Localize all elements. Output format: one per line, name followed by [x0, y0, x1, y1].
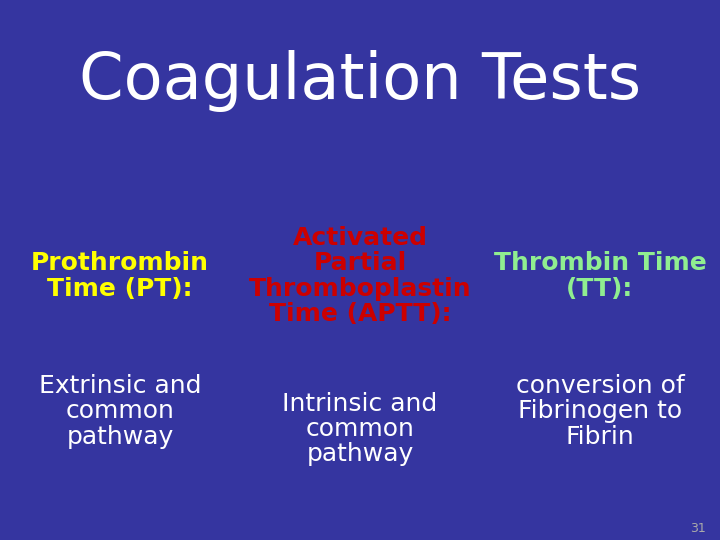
Text: Fibrin: Fibrin: [566, 424, 634, 449]
Text: Prothrombin: Prothrombin: [31, 252, 209, 275]
Text: Fibrinogen to: Fibrinogen to: [518, 400, 682, 423]
Text: Thromboplastin: Thromboplastin: [248, 276, 472, 301]
Text: Time (PT):: Time (PT):: [48, 276, 193, 301]
Text: common: common: [305, 417, 415, 441]
Text: Extrinsic and: Extrinsic and: [39, 374, 202, 399]
Text: pathway: pathway: [66, 424, 174, 449]
Text: Activated: Activated: [292, 226, 428, 250]
Text: pathway: pathway: [307, 442, 413, 467]
Text: 31: 31: [690, 522, 706, 535]
Text: Intrinsic and: Intrinsic and: [282, 392, 438, 416]
Text: conversion of: conversion of: [516, 374, 685, 399]
Text: Coagulation Tests: Coagulation Tests: [79, 50, 641, 112]
Text: Time (APTT):: Time (APTT):: [269, 302, 451, 326]
Text: common: common: [66, 400, 174, 423]
Text: Thrombin Time: Thrombin Time: [494, 252, 706, 275]
Text: Partial: Partial: [313, 252, 407, 275]
Text: (TT):: (TT):: [567, 276, 634, 301]
